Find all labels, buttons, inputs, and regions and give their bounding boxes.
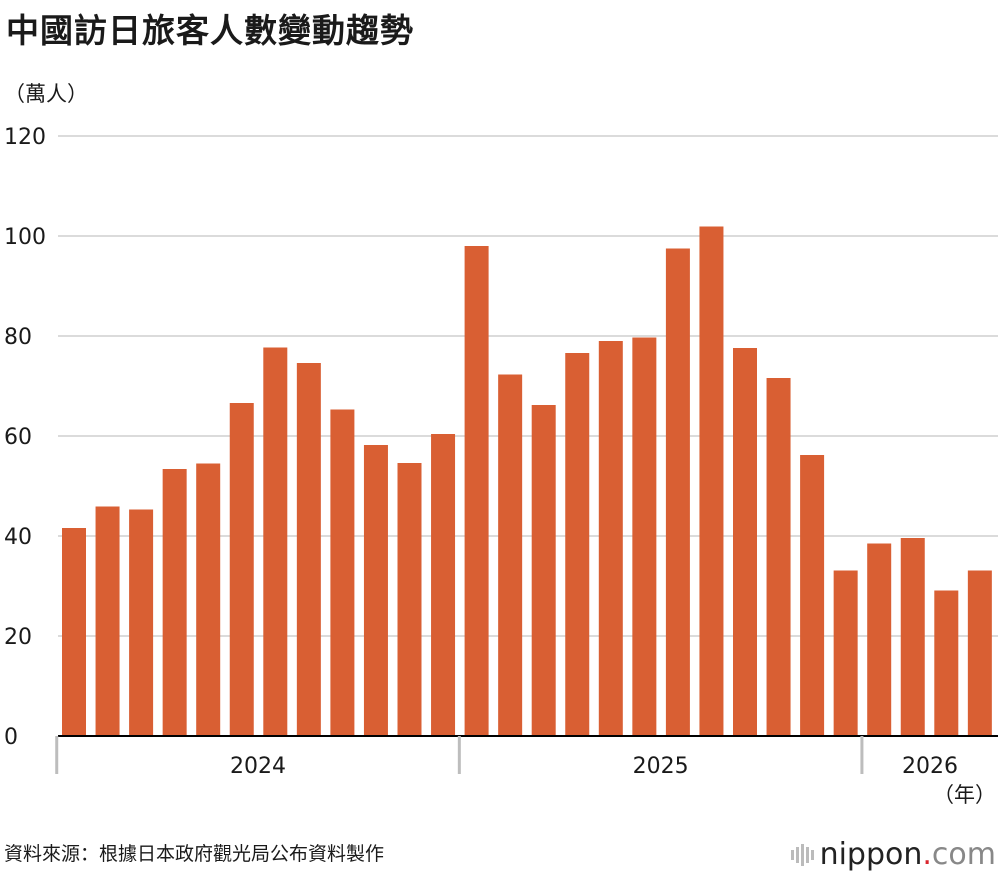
y-tick-label: 100 [4, 225, 46, 250]
bar [531, 405, 556, 736]
logo-bars-icon [790, 843, 814, 866]
bar [431, 434, 456, 736]
bar [196, 463, 221, 736]
bar [867, 543, 892, 736]
bar-chart: 0 20 40 60 80 100 120 2024 2025 2026 （年） [4, 125, 998, 807]
y-tick-label: 20 [4, 625, 32, 650]
bar [464, 246, 489, 736]
bar [162, 469, 187, 736]
y-tick-label: 60 [4, 425, 32, 450]
bar [967, 570, 992, 736]
year-label: 2026 [902, 754, 958, 779]
bar [934, 590, 959, 736]
bar [263, 347, 288, 736]
bar [699, 226, 724, 736]
bar [900, 538, 925, 736]
bar [330, 409, 355, 736]
logo-name: nippon [819, 837, 923, 872]
y-tick-label: 40 [4, 525, 32, 550]
bar [95, 506, 120, 736]
bar [833, 570, 858, 736]
y-tick-label: 120 [4, 125, 46, 150]
bar [62, 528, 86, 736]
chart-title: 中國訪日旅客人數變動趨勢 [6, 11, 414, 50]
y-tick-label: 0 [4, 725, 18, 750]
year-label: 2025 [633, 754, 689, 779]
bar [229, 403, 254, 736]
y-tick-label: 80 [4, 325, 32, 350]
x-axis-unit-label: （年） [933, 783, 996, 807]
x-axis: 2024 2025 2026 （年） [55, 735, 998, 807]
bar [397, 463, 422, 736]
y-tick-labels: 0 20 40 60 80 100 120 [4, 125, 46, 750]
bar [733, 348, 757, 736]
bar [632, 337, 657, 736]
logo-dot: . [922, 837, 932, 872]
bar [565, 353, 590, 736]
source-note: 資料來源：根據日本政府觀光局公布資料製作 [4, 843, 385, 865]
bar [363, 445, 388, 736]
bar [598, 341, 623, 736]
year-label: 2024 [230, 754, 286, 779]
logo-tld: com [931, 837, 996, 872]
bars [62, 226, 992, 736]
nippon-logo: nippon. com [790, 837, 996, 872]
bar [296, 363, 321, 736]
bar [129, 509, 154, 736]
bar [665, 248, 690, 736]
y-axis-unit-label: （萬人） [4, 82, 88, 106]
bar [800, 455, 825, 736]
bar [498, 374, 523, 736]
bar [766, 378, 791, 736]
